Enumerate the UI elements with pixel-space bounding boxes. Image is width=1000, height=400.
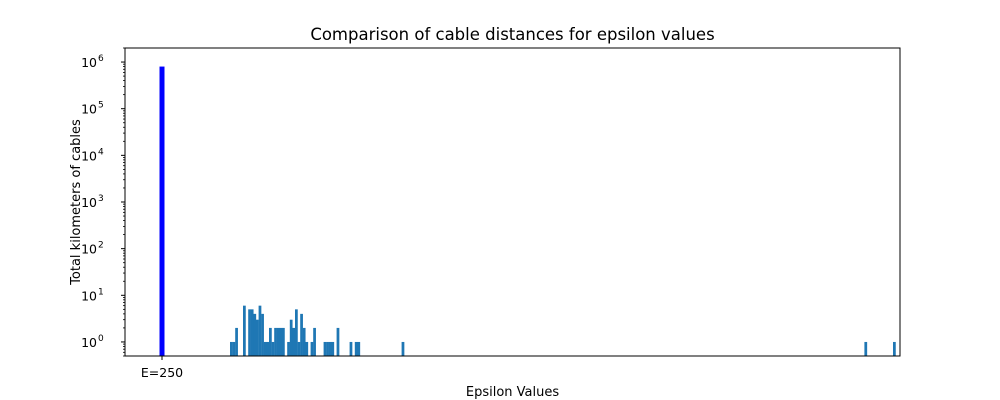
bar — [279, 327, 283, 356]
bar — [300, 313, 303, 356]
chart-title: Comparison of cable distances for epsilo… — [310, 25, 714, 44]
bar — [282, 327, 285, 356]
bar — [256, 319, 259, 356]
bar — [253, 313, 257, 356]
y-tick-exponent: 1 — [98, 287, 104, 297]
y-tick-label: 10 — [81, 55, 97, 70]
y-tick-exponent: 6 — [98, 54, 104, 64]
bar — [297, 341, 301, 356]
y-tick-label: 10 — [81, 148, 97, 163]
x-axis-label: Epsilon Values — [466, 385, 559, 400]
bar — [313, 327, 316, 356]
bar — [310, 341, 314, 356]
bar — [331, 341, 335, 356]
x-axis-ticks: E=250 — [141, 356, 183, 380]
y-tick-exponent: 2 — [98, 241, 104, 251]
y-tick-label: 10 — [81, 195, 97, 210]
bar — [261, 313, 264, 356]
bar — [326, 341, 329, 356]
bar — [349, 341, 353, 356]
bar — [323, 341, 327, 356]
bar — [248, 309, 251, 356]
bar-highlight — [159, 66, 165, 356]
bar — [305, 341, 309, 356]
bar — [263, 341, 267, 356]
bar — [401, 341, 405, 356]
bar — [266, 341, 270, 356]
y-tick-exponent: 3 — [98, 194, 104, 204]
bar — [235, 327, 238, 356]
y-tick-label: 10 — [81, 335, 97, 350]
bar — [295, 309, 298, 356]
y-tick-label: 10 — [81, 288, 97, 303]
y-tick-label: 10 — [81, 102, 97, 117]
bar — [289, 319, 293, 356]
bar — [271, 341, 275, 356]
bar — [230, 341, 233, 356]
bars-group — [159, 66, 896, 356]
bar — [354, 341, 358, 356]
bar — [336, 327, 340, 356]
y-tick-exponent: 4 — [98, 147, 104, 157]
bar — [287, 341, 290, 356]
bar — [302, 327, 306, 356]
bar — [232, 341, 236, 356]
bar — [357, 341, 361, 356]
bar — [269, 327, 272, 356]
y-axis-label: Total kilometers of cables — [69, 119, 84, 286]
y-tick-exponent: 5 — [98, 101, 104, 111]
bar — [243, 305, 246, 356]
bar — [258, 305, 262, 356]
bar — [250, 309, 254, 356]
y-tick-exponent: 0 — [98, 334, 104, 344]
bar — [276, 327, 280, 356]
y-tick-label: 10 — [81, 242, 97, 257]
bar — [328, 341, 332, 356]
x-tick-label: E=250 — [141, 365, 183, 380]
bar — [292, 327, 296, 356]
bar — [893, 341, 896, 356]
bar — [864, 341, 868, 356]
bar — [274, 327, 277, 356]
